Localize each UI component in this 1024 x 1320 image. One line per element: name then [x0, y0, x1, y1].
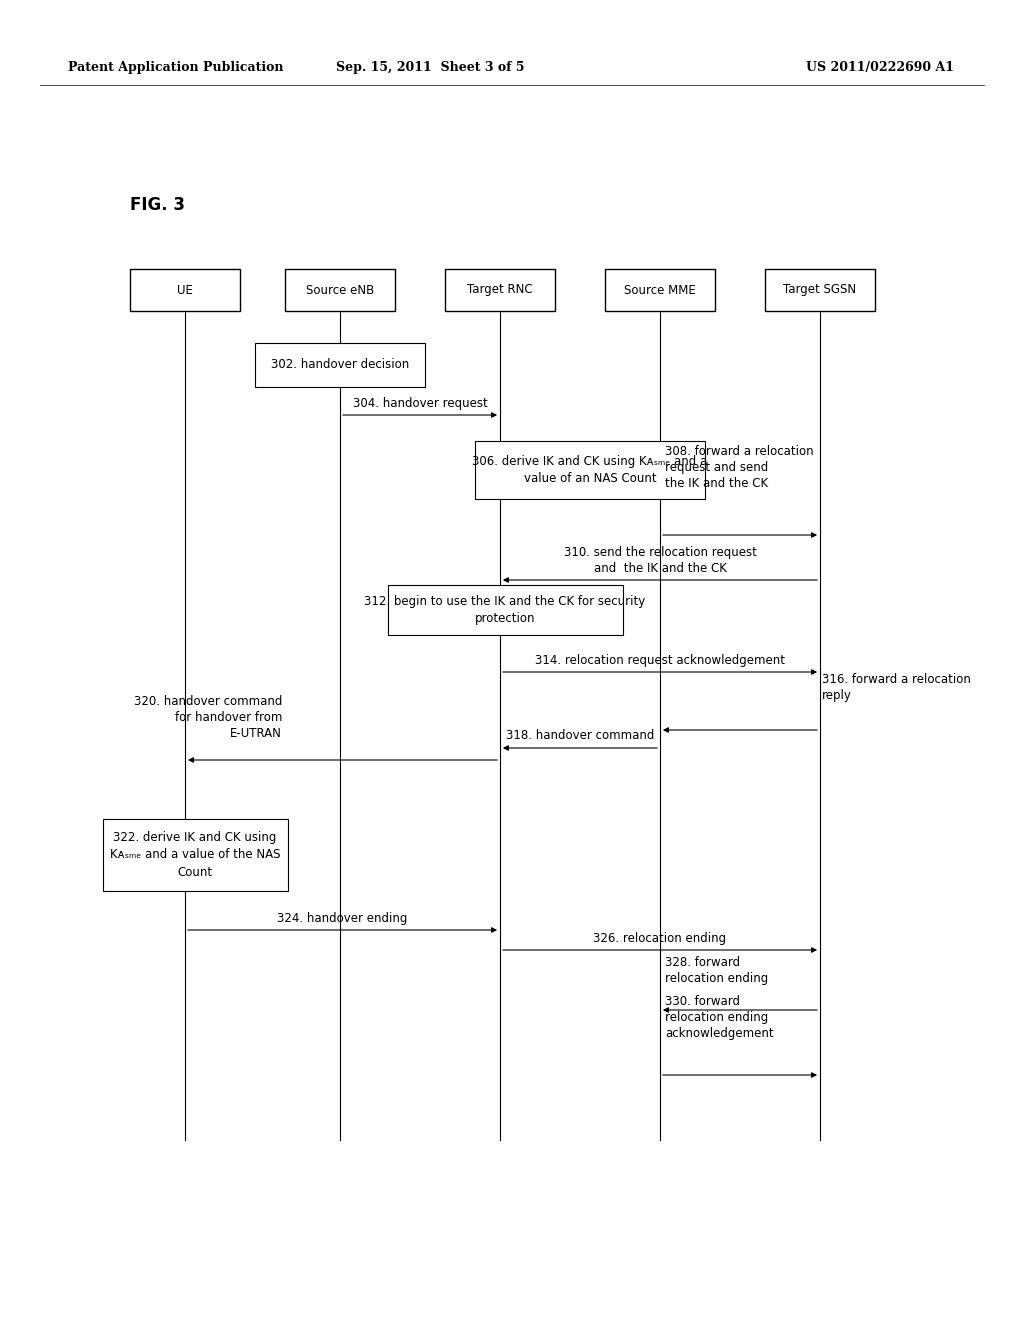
Text: Target SGSN: Target SGSN — [783, 284, 856, 297]
Text: 314. relocation request acknowledgement: 314. relocation request acknowledgement — [535, 653, 785, 667]
Text: FIG. 3: FIG. 3 — [130, 195, 185, 214]
Bar — [475, 441, 705, 499]
Text: 318. handover command: 318. handover command — [506, 729, 654, 742]
Text: US 2011/0222690 A1: US 2011/0222690 A1 — [806, 62, 954, 74]
Bar — [605, 269, 715, 312]
Text: 306. derive IK and CK using Kᴀₛₘₑ and a
value of an NAS Count: 306. derive IK and CK using Kᴀₛₘₑ and a … — [472, 455, 708, 484]
Text: Source eNB: Source eNB — [306, 284, 374, 297]
Text: 304. handover request: 304. handover request — [352, 397, 487, 411]
Text: 326. relocation ending: 326. relocation ending — [594, 932, 727, 945]
Text: 302. handover decision: 302. handover decision — [271, 359, 410, 371]
Bar — [255, 343, 425, 387]
Text: 322. derive IK and CK using
Kᴀₛₘₑ and a value of the NAS
Count: 322. derive IK and CK using Kᴀₛₘₑ and a … — [110, 832, 281, 879]
Bar — [285, 269, 395, 312]
Text: Patent Application Publication: Patent Application Publication — [68, 62, 284, 74]
Text: 316. forward a relocation
reply: 316. forward a relocation reply — [822, 673, 971, 702]
Text: Source MME: Source MME — [624, 284, 696, 297]
Text: 330. forward
relocation ending
acknowledgement: 330. forward relocation ending acknowled… — [665, 995, 773, 1040]
Bar — [387, 585, 623, 635]
Text: 324. handover ending: 324. handover ending — [276, 912, 408, 925]
Text: 310. send the relocation request
and  the IK and the CK: 310. send the relocation request and the… — [563, 546, 757, 576]
Text: 312. begin to use the IK and the CK for security
protection: 312. begin to use the IK and the CK for … — [365, 595, 645, 624]
Text: Target RNC: Target RNC — [467, 284, 532, 297]
Text: UE: UE — [177, 284, 193, 297]
Bar — [765, 269, 874, 312]
Text: 308. forward a relocation
request and send
the IK and the CK: 308. forward a relocation request and se… — [665, 445, 814, 490]
Text: 328. forward
relocation ending: 328. forward relocation ending — [665, 956, 768, 985]
Bar — [130, 269, 240, 312]
Bar — [102, 818, 288, 891]
Bar — [445, 269, 555, 312]
Text: 320. handover command
for handover from
E-UTRAN: 320. handover command for handover from … — [133, 696, 282, 741]
Text: Sep. 15, 2011  Sheet 3 of 5: Sep. 15, 2011 Sheet 3 of 5 — [336, 62, 524, 74]
